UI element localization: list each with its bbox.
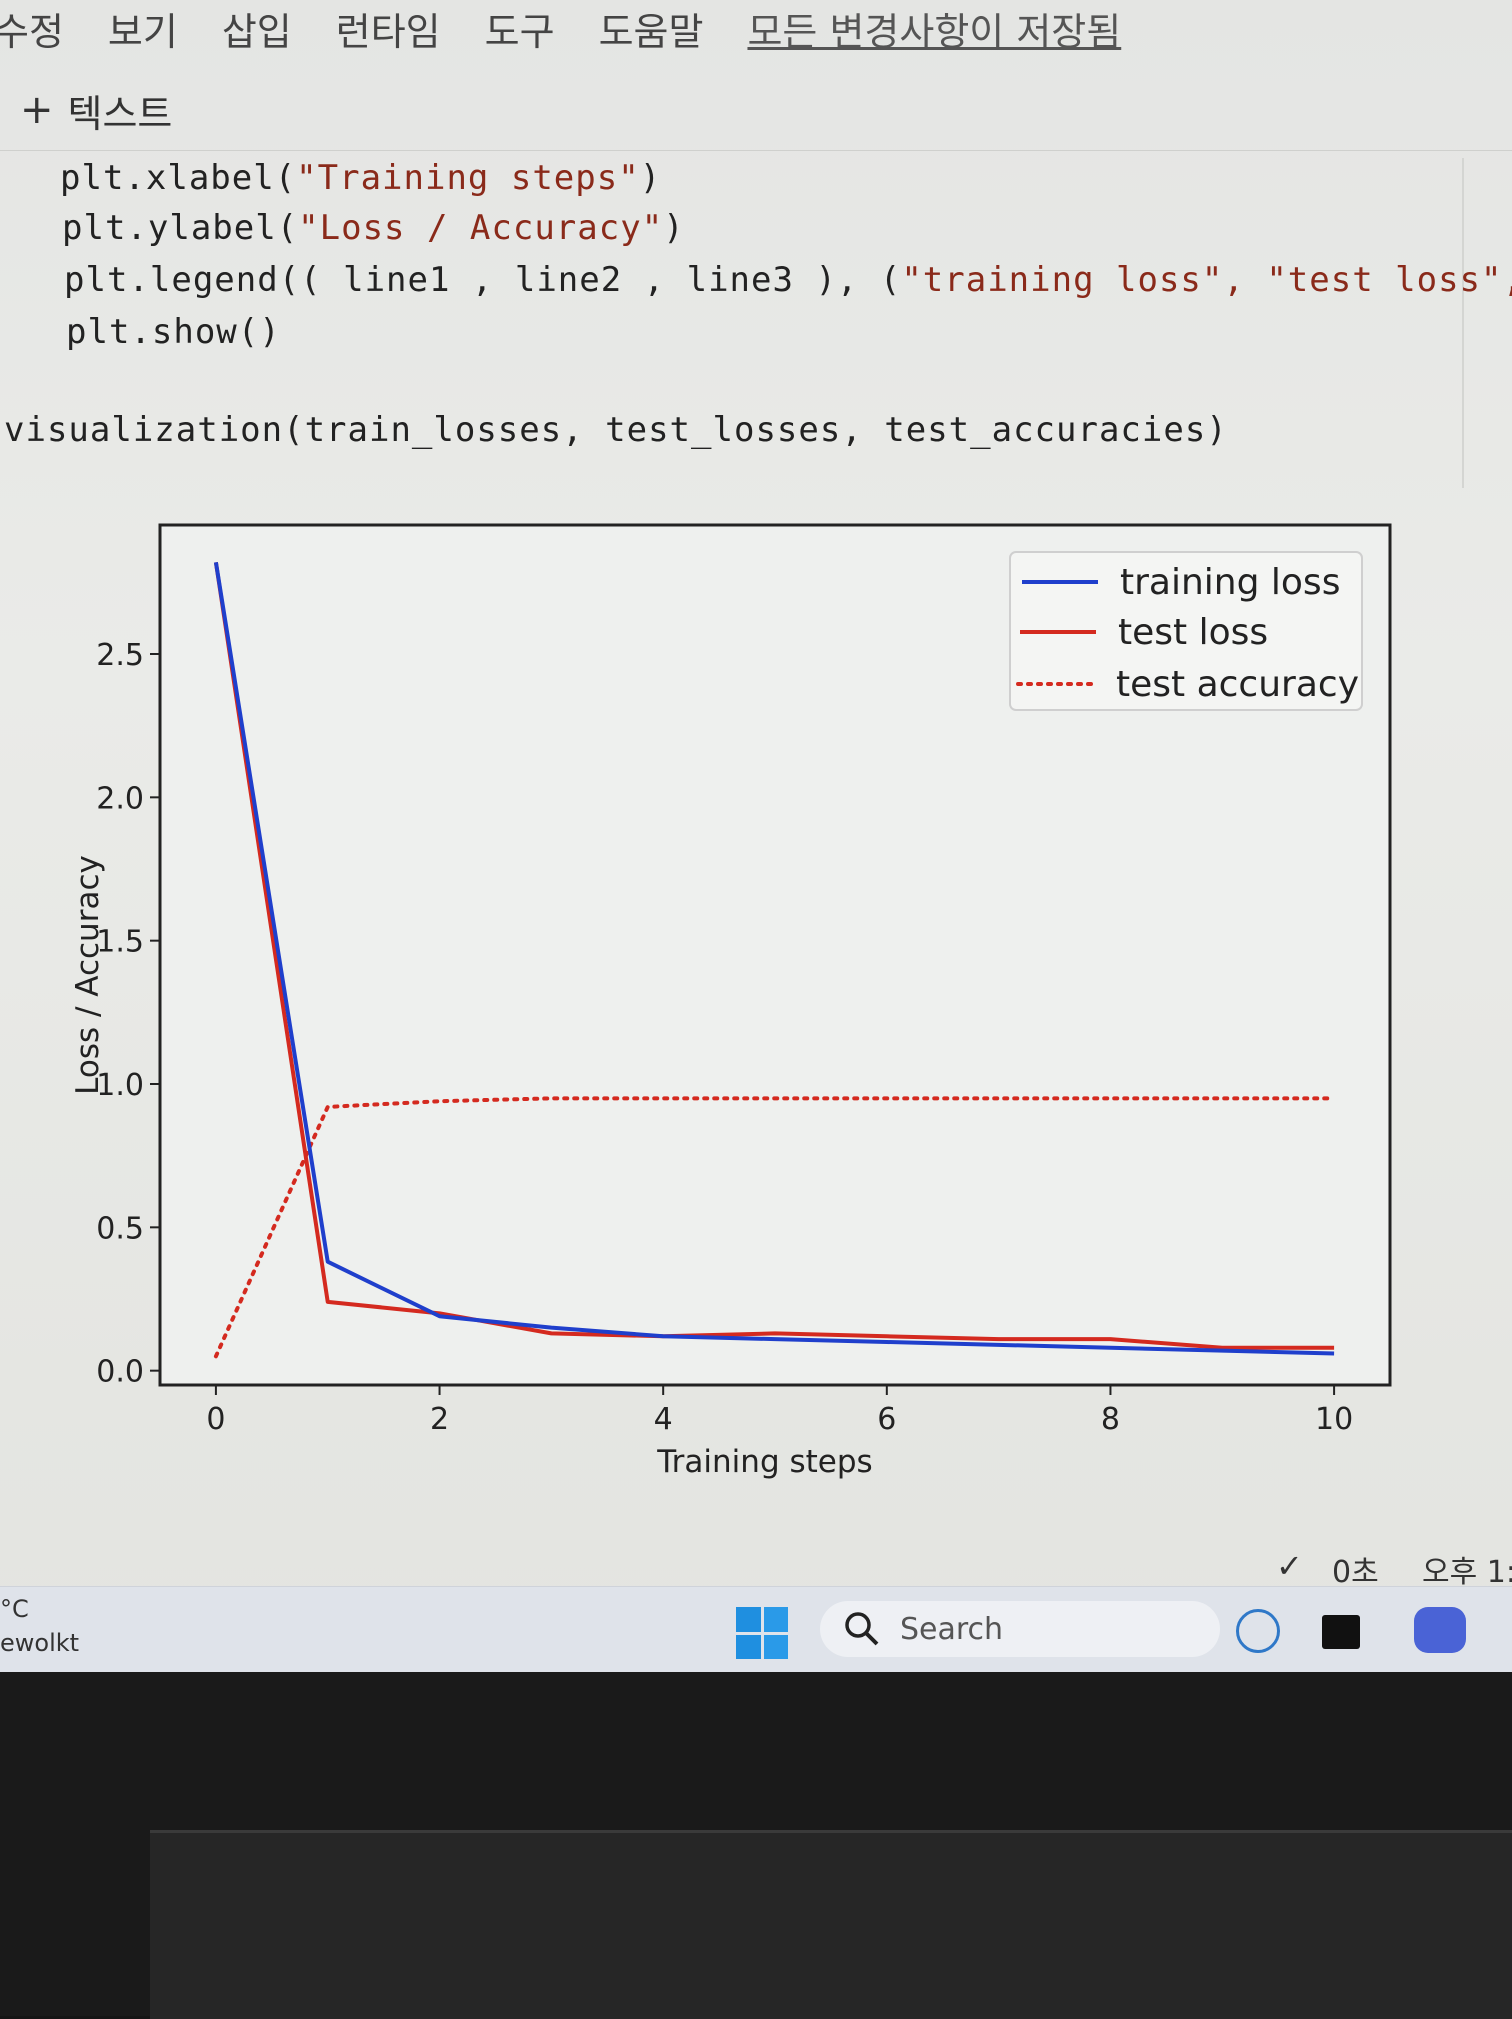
- menu-bar: 수정 보기 삽입 런타임 도구 도움말 모든 변경사항이 저장됨: [0, 0, 1512, 56]
- menu-insert[interactable]: 삽입: [221, 9, 292, 54]
- x-tick-label: 8: [1101, 1402, 1120, 1437]
- x-tick-label: 0: [206, 1402, 225, 1437]
- weather-temperature[interactable]: °C: [0, 1595, 29, 1623]
- y-tick-label: 0.5: [96, 1211, 144, 1246]
- series-line-test-loss: [213, 561, 1335, 1350]
- cell-output: 0.0 0.5 1.0 1.5 2.0 2.5 0 2 4 6 8 10 Training step…: [0, 490, 1512, 1510]
- code-line-1: plt.xlabel("Training steps"): [60, 158, 661, 198]
- y-ticks: 0.0 0.5 1.0 1.5 2.0 2.5: [96, 638, 160, 1390]
- menu-help[interactable]: 도움말: [598, 9, 704, 54]
- weather-text[interactable]: ewolkt: [0, 1629, 80, 1657]
- taskbar: °C ewolkt Search: [0, 1586, 1512, 1672]
- task-view-icon[interactable]: [1322, 1615, 1360, 1649]
- menu-view[interactable]: 보기: [107, 9, 178, 54]
- legend-label-test-accuracy: test accuracy: [1116, 664, 1359, 705]
- loss-accuracy-chart: 0.0 0.5 1.0 1.5 2.0 2.5 0 2 4 6 8 10 Training step…: [70, 523, 1392, 1480]
- code-string: "Training steps": [296, 158, 640, 198]
- x-axis-label: Training steps: [656, 1444, 872, 1480]
- code-string: "Loss / Accuracy": [298, 208, 664, 248]
- code-line-3: plt.legend(( line1 , line2 , line3 ), ("…: [64, 260, 1512, 300]
- laptop-keyboard-edge: [150, 1830, 1512, 2019]
- menu-runtime[interactable]: 런타임: [335, 9, 441, 54]
- legend-label-test-loss: test loss: [1118, 612, 1268, 653]
- y-tick-label: 2.0: [96, 781, 144, 816]
- code-token: plt.ylabel(: [62, 208, 299, 248]
- add-text-label: 텍스트: [67, 91, 173, 136]
- save-status-link[interactable]: 모든 변경사항이 저장됨: [747, 9, 1122, 54]
- code-line-2: plt.ylabel("Loss / Accuracy"): [62, 208, 685, 248]
- code-token: plt.xlabel(: [60, 158, 297, 198]
- execution-clock: 오후 1:: [1422, 1555, 1512, 1590]
- y-tick-label: 2.5: [96, 638, 144, 673]
- menu-tools[interactable]: 도구: [484, 9, 555, 54]
- x-tick-label: 2: [430, 1402, 449, 1437]
- code-token: ): [663, 208, 685, 248]
- y-tick-label: 1.0: [96, 1068, 144, 1103]
- series-line-training-loss: [213, 561, 1335, 1356]
- search-placeholder: Search: [900, 1611, 1004, 1647]
- code-line-4: plt.show(): [66, 312, 281, 352]
- add-text-button[interactable]: + 텍스트: [20, 83, 172, 138]
- plus-icon: +: [20, 87, 54, 133]
- teams-chat-icon[interactable]: [1414, 1607, 1466, 1653]
- status-row: ✓ 0초 오후 1:: [0, 1535, 1512, 1595]
- legend-label-training-loss: training loss: [1120, 562, 1340, 603]
- windows-start-icon[interactable]: [736, 1607, 788, 1659]
- series-line-test-accuracy: [213, 1096, 1337, 1359]
- x-tick-label: 10: [1315, 1402, 1353, 1437]
- y-axis-label: Loss / Accuracy: [70, 855, 106, 1095]
- search-icon: [845, 1612, 879, 1646]
- code-line-call: visualization(train_losses, test_losses,…: [4, 410, 1228, 450]
- code-token: ): [639, 158, 662, 198]
- x-ticks: 0 2 4 6 8 10: [206, 1385, 1353, 1437]
- y-tick-label: 1.5: [96, 925, 144, 960]
- menu-edit[interactable]: 수정: [0, 9, 64, 54]
- legend: training loss test loss test accuracy: [1009, 551, 1363, 711]
- legend-box: [1009, 551, 1363, 711]
- series-lines: [213, 561, 1337, 1359]
- code-token: plt.legend(( line1 , line2 , line3 ), (: [64, 260, 902, 300]
- execution-time: 0초: [1332, 1555, 1379, 1590]
- screen: 수정 보기 삽입 런타임 도구 도움말 모든 변경사항이 저장됨 + 텍스트 p…: [0, 0, 1512, 1672]
- x-tick-label: 6: [877, 1402, 896, 1437]
- code-cell[interactable]: plt.xlabel("Training steps") plt.ylabel(…: [0, 158, 1512, 488]
- taskbar-search[interactable]: Search: [820, 1601, 1220, 1657]
- y-tick-label: 0.0: [96, 1355, 144, 1390]
- check-icon: ✓: [1276, 1547, 1303, 1585]
- code-string: "training loss", "test loss", "test accu: [901, 260, 1512, 300]
- x-tick-label: 4: [654, 1402, 673, 1437]
- toolbar: + 텍스트: [0, 70, 1512, 151]
- bing-copilot-icon[interactable]: [1236, 1609, 1280, 1653]
